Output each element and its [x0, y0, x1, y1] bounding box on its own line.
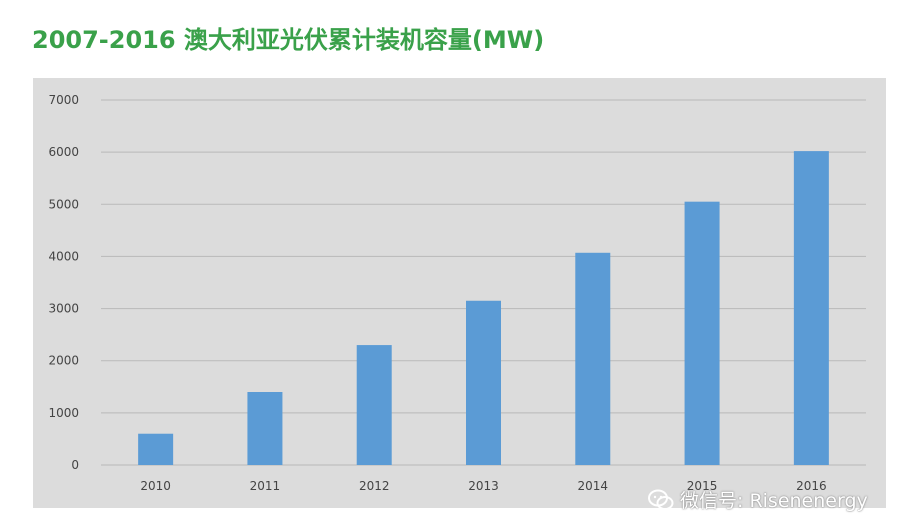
- y-tick-label: 7000: [48, 93, 79, 107]
- x-tick-label: 2013: [468, 479, 499, 493]
- wechat-icon: [648, 489, 674, 510]
- bar-2012: [356, 345, 392, 465]
- bar-2013: [466, 300, 501, 465]
- x-tick-label: 2015: [687, 479, 718, 493]
- y-tick-label: 5000: [48, 197, 79, 211]
- bar-2016: [793, 151, 829, 465]
- y-tick-label: 0: [71, 458, 79, 472]
- bar-chart: 0 1000 2000 3000 4000 5000 6000 7000 2010 2011 201…: [48, 93, 866, 493]
- x-tick-label: 2014: [578, 479, 609, 493]
- page-title: 2007-2016 澳大利亚光伏累计装机容量(MW): [32, 26, 545, 54]
- x-tick-label: 2010: [140, 479, 171, 493]
- watermark: 微信号: Risenenergy: [648, 486, 868, 513]
- y-tick-label: 4000: [48, 249, 79, 263]
- watermark-text: 微信号: Risenenergy: [680, 490, 868, 512]
- x-tick-label: 2016: [796, 479, 827, 493]
- chart-panel: 0 1000 2000 3000 4000 5000 6000 7000 2010 2011 201…: [33, 78, 886, 508]
- y-tick-label: 2000: [48, 354, 79, 368]
- y-tick-label: 6000: [48, 145, 79, 159]
- bar-2011: [247, 392, 283, 465]
- bar-2014: [575, 252, 611, 465]
- bar-2010: [138, 433, 174, 465]
- y-tick-label: 3000: [48, 302, 79, 316]
- x-tick-label: 2011: [250, 479, 281, 493]
- x-tick-label: 2012: [359, 479, 390, 493]
- y-tick-label: 1000: [48, 406, 79, 420]
- bar-2015: [684, 201, 720, 465]
